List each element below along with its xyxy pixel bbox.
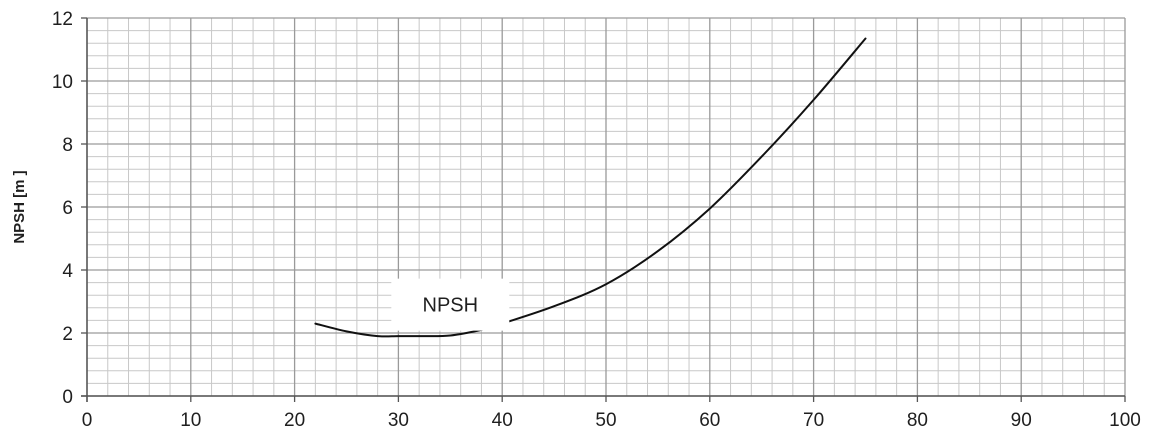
- y-tick-label: 6: [62, 198, 73, 219]
- axes: [81, 17, 1126, 402]
- y-tick-label: 0: [62, 387, 73, 408]
- x-tick-label: 40: [492, 410, 513, 431]
- grid: [86, 17, 1126, 397]
- x-tick-label: 100: [1109, 410, 1141, 431]
- x-tick-label: 60: [699, 410, 720, 431]
- y-tick-label: 10: [52, 72, 73, 93]
- x-tick-labels: 0 10 20 30 40 50 60 70 80 90 100: [82, 410, 1141, 431]
- series-label-box: [391, 278, 510, 331]
- y-tick-label: 2: [62, 324, 73, 345]
- x-tick-label: 80: [907, 410, 928, 431]
- series-label-npsh: NPSH: [423, 295, 479, 317]
- y-tick-labels: 0 2 4 6 8 10 12: [52, 9, 74, 408]
- x-tick-label: 50: [595, 410, 616, 431]
- x-tick-label: 30: [388, 410, 409, 431]
- y-tick-label: 8: [62, 135, 73, 156]
- x-tick-label: 0: [82, 410, 93, 431]
- x-tick-label: 90: [1011, 410, 1032, 431]
- x-tick-label: 20: [284, 410, 305, 431]
- y-tick-label: 4: [62, 261, 73, 282]
- x-tick-label: 10: [180, 410, 201, 431]
- annotations: NPSH: [391, 278, 510, 331]
- x-tick-label: 70: [803, 410, 824, 431]
- y-tick-label: 12: [52, 9, 73, 30]
- y-axis-title: NPSH [m ]: [11, 170, 28, 243]
